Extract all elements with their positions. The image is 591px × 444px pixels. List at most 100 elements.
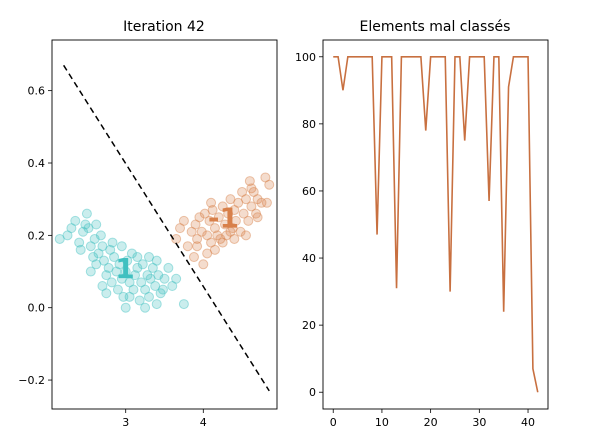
- scatter-point: [217, 201, 228, 212]
- y-tick-label: 0.0: [28, 302, 46, 315]
- scatter-point: [109, 252, 120, 263]
- scatter-point: [237, 186, 248, 197]
- scatter-point: [120, 266, 131, 277]
- scatter-point: [171, 273, 182, 284]
- scatter-point: [238, 208, 249, 219]
- scatter-point: [225, 226, 236, 237]
- scatter-point: [145, 273, 156, 284]
- scatter-point: [202, 248, 213, 259]
- scatter-point: [167, 281, 178, 291]
- scatter-point: [85, 241, 96, 252]
- scatter-point: [140, 302, 151, 313]
- scatter-point: [107, 237, 118, 248]
- scatter-point: [97, 281, 108, 291]
- scatter-point: [225, 194, 236, 205]
- scatter-point: [80, 219, 91, 230]
- scatter-point: [264, 179, 275, 190]
- scatter-point: [101, 270, 112, 281]
- scatter-point: [186, 226, 197, 237]
- scatter-point: [54, 233, 65, 244]
- y-tick-label: 0.6: [28, 85, 46, 98]
- scatter-point: [120, 302, 131, 313]
- scatter-point: [62, 230, 73, 241]
- scatter-point: [175, 223, 186, 234]
- scatter-point: [89, 233, 100, 244]
- scatter-point: [192, 241, 203, 252]
- scatter-point: [240, 194, 251, 205]
- scatter-point: [159, 273, 170, 284]
- scatter-title: Iteration 42: [123, 19, 205, 35]
- scatter-point: [251, 208, 262, 219]
- scatter-point: [143, 291, 154, 302]
- scatter-point: [98, 255, 109, 266]
- line-axes-frame: [322, 39, 549, 410]
- scatter-point: [235, 226, 246, 237]
- scatter-point: [206, 237, 217, 248]
- scatter-point: [240, 230, 251, 241]
- scatter-point: [190, 219, 201, 230]
- scatter-point: [246, 183, 257, 194]
- scatter-point: [147, 262, 158, 273]
- scatter-point: [122, 255, 133, 266]
- scatter-point: [151, 299, 162, 310]
- scatter-point: [128, 284, 139, 295]
- scatter-point: [105, 244, 116, 255]
- misclassified-series-line: [333, 55, 539, 393]
- scatter-point: [215, 233, 226, 244]
- scatter-point: [233, 197, 244, 208]
- x-tick-label: 4: [200, 416, 207, 429]
- scatter-point: [137, 259, 148, 270]
- scatter-point: [213, 212, 224, 223]
- scatter-point: [136, 277, 147, 288]
- scatter-point: [157, 284, 168, 295]
- x-tick-label: 3: [122, 416, 129, 429]
- line-title: Elements mal classés: [360, 19, 511, 35]
- scatter-point: [124, 277, 135, 288]
- y-tick-label: 0.2: [28, 229, 46, 242]
- scatter-point: [124, 291, 135, 302]
- scatter-point: [199, 208, 210, 219]
- scatter-point: [198, 259, 209, 270]
- y-tick-label: 0: [309, 386, 316, 399]
- x-tick-label: 0: [330, 416, 337, 429]
- y-tick-label: 80: [302, 118, 316, 131]
- scatter-point: [192, 233, 203, 244]
- decision-boundary-line: [63, 64, 270, 392]
- scatter-point: [91, 219, 102, 230]
- x-tick-label: 40: [521, 416, 535, 429]
- scatter-point: [132, 262, 143, 273]
- scatter-point: [132, 252, 143, 263]
- scatter-panel: Iteration 42 3 4 −0.2 0.0 0.2 0.4 0.6 1 -1: [18, 19, 278, 429]
- scatter-point: [206, 197, 217, 208]
- line-axis-ticks: 0 10 20 30 40 0 20 40 60 80 100: [295, 51, 535, 429]
- scatter-point: [209, 244, 220, 255]
- scatter-point: [95, 230, 106, 241]
- x-tick-label: 30: [472, 416, 486, 429]
- scatter-point: [81, 208, 92, 219]
- scatter-point: [252, 194, 263, 205]
- scatter-axis-ticks: 3 4 −0.2 0.0 0.2 0.4 0.6: [18, 85, 207, 429]
- class-label-1: 1: [115, 252, 134, 285]
- scatter-point: [70, 215, 81, 226]
- scatter-point: [194, 212, 205, 223]
- scatter-point: [204, 215, 215, 226]
- scatter-point: [163, 262, 174, 273]
- scatter-point: [150, 281, 161, 291]
- scatter-point: [93, 248, 104, 259]
- scatter-point: [143, 252, 154, 263]
- scatter-points: [54, 172, 275, 313]
- scatter-point: [209, 223, 220, 234]
- x-tick-label: 10: [375, 416, 389, 429]
- line-panel: Elements mal classés 0 10 20 30 40 0 20 40 60 80 1…: [295, 19, 549, 429]
- scatter-point: [153, 270, 164, 281]
- y-tick-label: 60: [302, 185, 316, 198]
- scatter-point: [202, 230, 213, 241]
- y-tick-label: 20: [302, 319, 316, 332]
- scatter-point: [252, 212, 263, 223]
- scatter-point: [246, 201, 257, 212]
- class-label-minus-1: -1: [208, 201, 239, 234]
- scatter-point: [74, 237, 85, 248]
- scatter-point: [75, 244, 86, 255]
- scatter-point: [229, 233, 240, 244]
